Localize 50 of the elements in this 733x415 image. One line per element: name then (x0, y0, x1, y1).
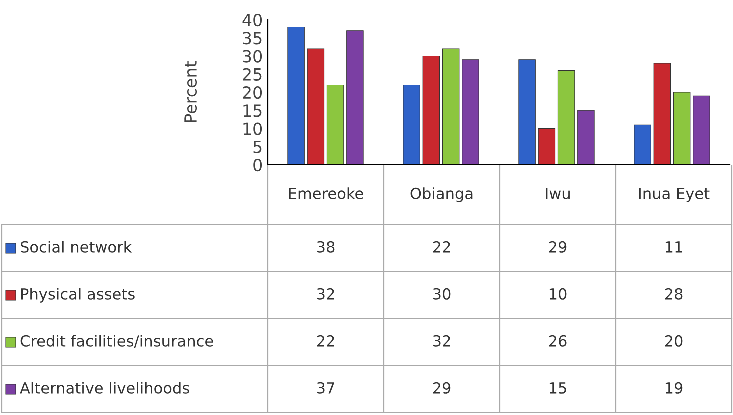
y-axis-title: Percent (184, 62, 198, 122)
data-label: 19 (666, 382, 683, 394)
data-label: 22 (433, 241, 450, 253)
x-tick-label: Inua Eyet (639, 188, 710, 202)
bar (326, 84, 344, 165)
bar (442, 48, 460, 165)
bar (538, 128, 556, 165)
data-label: 11 (666, 242, 682, 253)
x-tick-label: Obianga (410, 188, 473, 202)
bar (558, 70, 576, 165)
data-label: 32 (433, 335, 450, 347)
bar (654, 63, 672, 165)
bar (346, 30, 364, 165)
bar (578, 110, 595, 165)
bar (673, 92, 691, 165)
bar (634, 124, 652, 165)
x-tick-label: Iwu (546, 188, 570, 200)
y-tick-label: 30 (243, 50, 262, 63)
data-label: 29 (549, 241, 567, 253)
legend-label: Social network (21, 241, 132, 253)
data-label: 15 (550, 382, 566, 394)
y-tick-label: 15 (244, 104, 262, 118)
data-label: 22 (317, 335, 334, 347)
bar (518, 60, 536, 165)
legend-label: Alternative livelihoods (20, 382, 190, 394)
y-tick-label: 10 (244, 122, 262, 136)
bar (462, 60, 480, 165)
y-tick-label: 20 (243, 86, 262, 100)
data-label: 37 (317, 382, 334, 394)
legend-label: Physical assets (22, 288, 135, 303)
data-label: 10 (550, 288, 567, 300)
data-label: 32 (317, 288, 334, 300)
bar (307, 48, 325, 165)
x-tick-label: Emereoke (289, 188, 364, 200)
y-tick-label: 5 (254, 141, 262, 154)
y-tick-label: 25 (243, 68, 262, 81)
data-label: 20 (665, 335, 683, 347)
bar (288, 26, 305, 165)
bar (422, 56, 440, 165)
legend-label: Credit facilities/insurance (20, 335, 214, 348)
data-label: 29 (433, 382, 451, 394)
y-tick-label: 40 (242, 14, 262, 27)
bar (403, 84, 420, 165)
data-label: 26 (549, 335, 567, 347)
y-tick-label: 35 (243, 32, 262, 45)
data-label: 28 (665, 288, 683, 300)
bar (693, 96, 710, 165)
data-label: 38 (317, 241, 335, 253)
y-tick-label: 0 (254, 158, 262, 172)
data-label: 30 (433, 288, 451, 300)
